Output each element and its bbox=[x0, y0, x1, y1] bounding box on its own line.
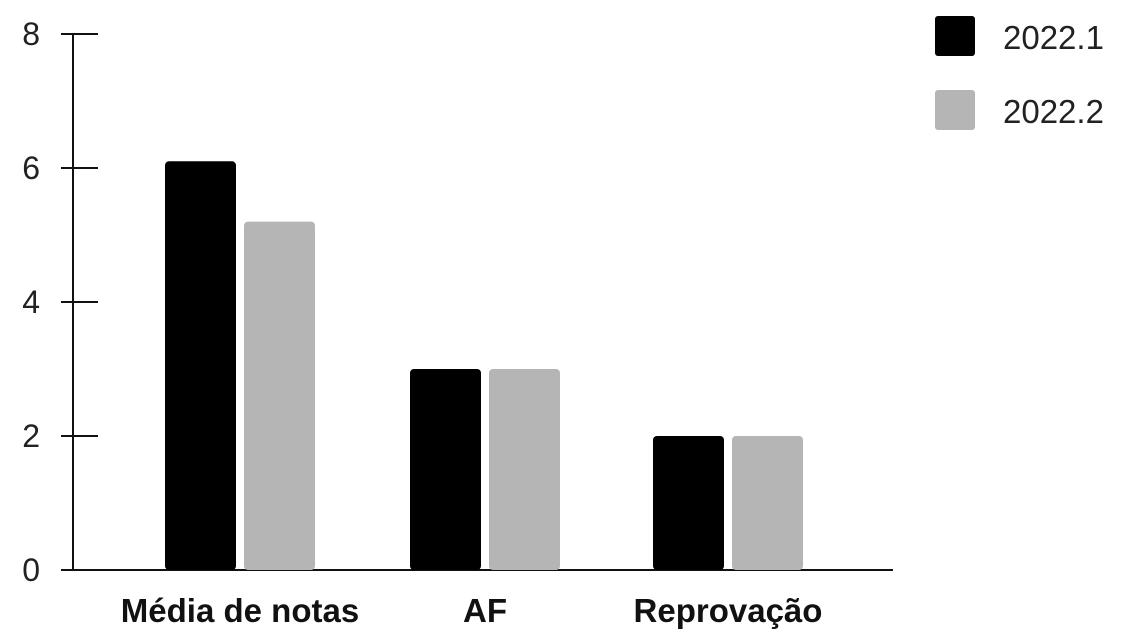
y-axis-ticks: 0 2 4 6 8 bbox=[22, 16, 98, 588]
y-tick-label: 0 bbox=[22, 552, 40, 588]
bar-1-3 bbox=[653, 436, 724, 570]
bar-1-1 bbox=[165, 161, 236, 571]
x-category-label: Reprovação bbox=[634, 592, 823, 629]
bar-2-1 bbox=[244, 221, 315, 570]
legend-label: 2022.1 bbox=[1003, 19, 1104, 56]
legend-label: 2022.2 bbox=[1003, 93, 1104, 130]
bar-2-3 bbox=[732, 436, 803, 570]
y-tick-label: 8 bbox=[22, 16, 40, 52]
y-tick-label: 4 bbox=[22, 284, 40, 320]
x-category-label: AF bbox=[463, 592, 507, 629]
y-tick-label: 2 bbox=[22, 418, 40, 454]
legend-swatch bbox=[935, 90, 975, 130]
bars-group bbox=[165, 161, 803, 571]
bar-2-2 bbox=[489, 369, 560, 570]
bar-1-2 bbox=[410, 369, 481, 570]
legend-swatch bbox=[935, 16, 975, 56]
legend: 2022.1 2022.2 bbox=[935, 16, 1104, 130]
category-labels: Média de notas AF Reprovação bbox=[121, 592, 823, 629]
x-category-label: Média de notas bbox=[121, 592, 359, 629]
y-tick-label: 6 bbox=[22, 150, 40, 186]
